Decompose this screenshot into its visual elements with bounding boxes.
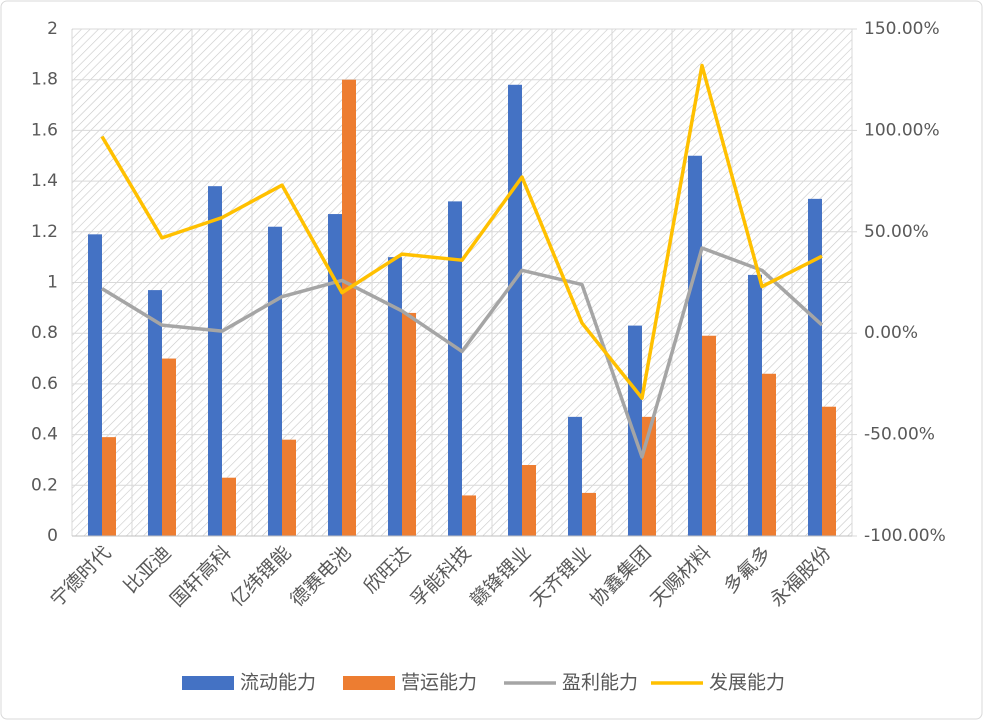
y-tick-label: 1	[47, 273, 58, 293]
bar	[102, 437, 116, 536]
bar	[568, 416, 582, 536]
y-tick-label: 1.4	[31, 171, 58, 191]
line	[101, 246, 824, 459]
bar	[702, 335, 716, 536]
y2-tick-label: -50.00%	[864, 425, 935, 445]
y-tick-label: 1.6	[31, 120, 58, 140]
bar	[162, 358, 176, 536]
bar	[688, 155, 702, 536]
bar	[822, 406, 836, 536]
bar	[522, 465, 536, 536]
legend-swatch	[343, 676, 395, 690]
bar	[808, 198, 822, 536]
bar	[268, 226, 282, 537]
y2-tick-label: 50.00%	[864, 222, 929, 242]
bar	[148, 290, 162, 536]
legend-label: 营运能力	[401, 672, 477, 694]
y-tick-label: 0.4	[31, 425, 58, 445]
y-tick-label: 0.6	[31, 374, 58, 394]
y2-tick-label: -100.00%	[864, 526, 946, 546]
y2-tick-label: 150.00%	[864, 19, 940, 39]
bar	[582, 492, 596, 536]
legend-swatch	[182, 676, 234, 690]
legend-label: 流动能力	[240, 672, 316, 694]
bar	[462, 495, 476, 536]
y2-tick-label: 0.00%	[864, 323, 918, 343]
line	[100, 63, 823, 400]
y-tick-label: 0.8	[31, 323, 58, 343]
bar	[448, 201, 462, 536]
bar	[748, 274, 762, 536]
y-tick-label: 1.2	[31, 222, 58, 242]
bar	[208, 186, 222, 537]
y-tick-label: 1.8	[31, 70, 58, 90]
bar	[402, 312, 416, 536]
bar	[88, 234, 102, 536]
bar	[508, 84, 522, 537]
bar	[282, 439, 296, 536]
legend-label: 发展能力	[709, 672, 785, 694]
bar	[328, 214, 342, 536]
y-tick-label: 0.2	[31, 475, 58, 495]
bar	[762, 373, 776, 536]
bar	[222, 477, 236, 536]
y2-tick-label: 100.00%	[864, 120, 940, 140]
bar	[628, 325, 642, 536]
bar	[388, 257, 402, 536]
y-tick-label: 2	[47, 19, 58, 39]
bar	[342, 79, 356, 536]
legend-label: 盈利能力	[562, 672, 638, 694]
y-tick-label: 0	[47, 526, 58, 546]
